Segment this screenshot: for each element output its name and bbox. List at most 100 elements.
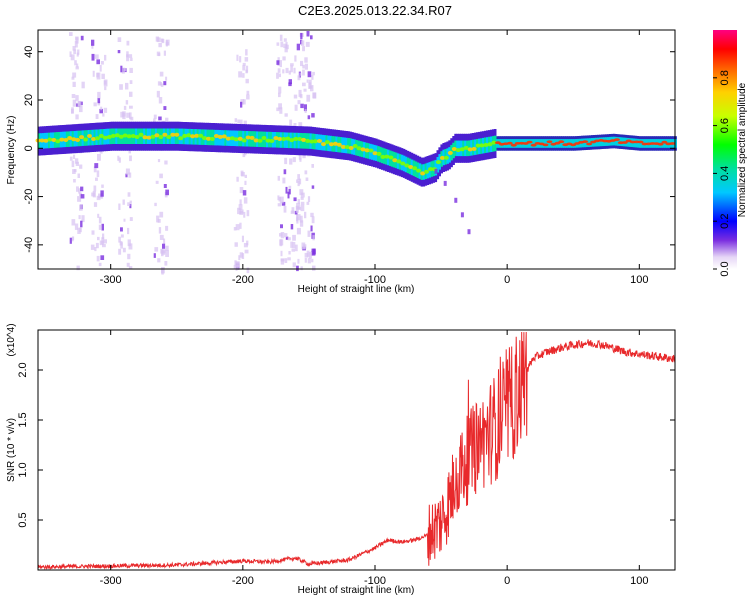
noise-cell bbox=[298, 178, 302, 185]
noise-cell bbox=[126, 40, 130, 46]
noise-cell bbox=[155, 180, 159, 184]
ridge-core bbox=[412, 166, 418, 171]
ridge-core bbox=[51, 138, 57, 142]
ridge-core bbox=[416, 168, 422, 173]
ridge-core bbox=[309, 139, 315, 144]
noise-cell bbox=[296, 227, 301, 235]
noise-cell bbox=[74, 60, 77, 66]
noise-cell bbox=[237, 207, 241, 215]
noise-cell bbox=[235, 224, 240, 231]
ridge-core bbox=[360, 147, 366, 152]
noise-cell bbox=[299, 72, 302, 76]
noise-cell bbox=[160, 248, 163, 254]
snr-multiplier: (x10^4) bbox=[6, 323, 17, 356]
noise-cell bbox=[92, 70, 95, 77]
ridge-mid bbox=[571, 139, 574, 148]
ridge-core bbox=[95, 136, 100, 141]
noise-cell bbox=[241, 172, 245, 177]
noise-cell bbox=[99, 65, 102, 72]
ridge-core bbox=[106, 134, 112, 139]
noise-cell bbox=[129, 80, 133, 84]
noise-cell bbox=[71, 76, 75, 80]
noise-cell bbox=[91, 39, 95, 46]
ridge-mid bbox=[559, 139, 562, 148]
noise-cell bbox=[127, 202, 131, 206]
noise-cell bbox=[283, 43, 288, 48]
noise-cell bbox=[122, 199, 125, 205]
ridge-core bbox=[352, 144, 358, 148]
ridge-core bbox=[435, 160, 441, 165]
ridge-core bbox=[257, 138, 263, 143]
ridge-core bbox=[277, 137, 283, 141]
ridge-core bbox=[479, 143, 485, 148]
noise-cell bbox=[96, 59, 100, 65]
noise-cell bbox=[279, 196, 284, 204]
noise-cell bbox=[74, 223, 79, 230]
noise-cell bbox=[91, 192, 95, 197]
colorbar-tick-label: 0.8 bbox=[719, 70, 731, 85]
ridge-core bbox=[372, 151, 378, 156]
ridge-core bbox=[237, 136, 243, 141]
ridge-core bbox=[102, 135, 108, 140]
noise-cell bbox=[290, 65, 293, 73]
noise-cell bbox=[291, 248, 295, 252]
noise-cell bbox=[308, 252, 312, 259]
noise-cell bbox=[75, 114, 79, 120]
noise-cell bbox=[310, 35, 313, 40]
noise-cell bbox=[158, 227, 162, 234]
noise-cell bbox=[242, 73, 245, 78]
noise-cell bbox=[77, 49, 80, 55]
noise-cell bbox=[100, 61, 104, 65]
ridge-mid bbox=[474, 139, 477, 155]
noise-cell bbox=[288, 70, 291, 75]
noise-cell bbox=[239, 209, 244, 214]
x-tick-label: -300 bbox=[100, 274, 122, 286]
noise-cell bbox=[93, 166, 97, 173]
noise-cell bbox=[78, 215, 81, 220]
ridge-mid bbox=[287, 132, 291, 149]
noise-cell bbox=[242, 153, 246, 158]
snr-y-label: SNR (10 * v/v) bbox=[6, 418, 17, 482]
noise-cell bbox=[127, 192, 131, 197]
noise-cell bbox=[159, 234, 164, 240]
noise-cell bbox=[129, 67, 133, 73]
noise-cell bbox=[120, 65, 123, 73]
noise-cell bbox=[163, 106, 167, 110]
noise-cell bbox=[79, 164, 83, 169]
noise-cell bbox=[276, 60, 280, 65]
noise-cell bbox=[300, 192, 305, 198]
ridge-core bbox=[273, 136, 279, 141]
noise-cell bbox=[233, 264, 237, 270]
noise-cell bbox=[159, 71, 164, 77]
noise-cell bbox=[129, 105, 133, 109]
ridge-core bbox=[225, 136, 231, 141]
ridge-core bbox=[158, 135, 164, 139]
ridge-mid bbox=[180, 128, 184, 145]
noise-cell bbox=[100, 106, 103, 111]
noise-cell bbox=[117, 50, 121, 54]
noise-cell bbox=[79, 227, 82, 233]
y-tick-label: 1.0 bbox=[17, 462, 29, 477]
ridge-core bbox=[348, 146, 354, 150]
noise-cell bbox=[280, 224, 283, 229]
noise-cell bbox=[305, 177, 309, 181]
noise-cell bbox=[284, 113, 288, 117]
ridge-core bbox=[400, 161, 406, 166]
noise-cell bbox=[309, 79, 312, 85]
noise-cell bbox=[300, 60, 304, 67]
noise-cell bbox=[242, 65, 246, 71]
noise-cell bbox=[79, 192, 82, 197]
noise-cell bbox=[77, 100, 82, 108]
ridge-mid bbox=[529, 139, 533, 148]
noise-cell bbox=[285, 44, 289, 50]
spectrogram-y-ticks: -40 -20 0 20 40 bbox=[23, 46, 675, 253]
noise-cell bbox=[96, 195, 101, 201]
noise-cell bbox=[127, 239, 131, 247]
ridge-core bbox=[447, 150, 453, 155]
ridge-mid bbox=[349, 138, 352, 154]
noise-cell bbox=[290, 241, 294, 248]
ridge-core bbox=[233, 137, 239, 142]
spectrogram-y-label: Frequency (Hz) bbox=[6, 116, 17, 185]
